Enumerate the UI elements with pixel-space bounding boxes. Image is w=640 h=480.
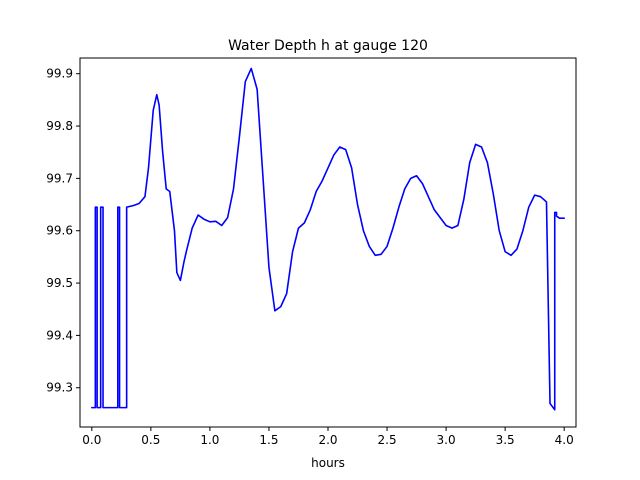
series-layer <box>91 67 565 411</box>
y-tick-label: 99.5 <box>46 276 73 290</box>
y-tick-label: 99.4 <box>46 328 73 342</box>
x-axis-label: hours <box>311 456 345 470</box>
x-tick-label: 1.0 <box>200 433 219 447</box>
chart-title: Water Depth h at gauge 120 <box>228 38 428 54</box>
x-tick-label: 3.5 <box>496 433 515 447</box>
y-tick-label: 99.7 <box>46 171 73 185</box>
x-tick-label: 0.5 <box>141 433 160 447</box>
x-tick-label: 3.0 <box>437 433 456 447</box>
x-tick-label: 0.0 <box>82 433 101 447</box>
y-axis: 99.3 99.4 99.5 99.6 99.7 99.8 99.9 <box>46 67 80 395</box>
x-tick-label: 2.0 <box>318 433 337 447</box>
y-tick-label: 99.3 <box>46 381 73 395</box>
x-tick-label: 2.5 <box>378 433 397 447</box>
axes-frame <box>79 57 577 428</box>
y-tick-label: 99.6 <box>46 224 73 238</box>
x-tick-label: 1.5 <box>259 433 278 447</box>
x-tick-label: 4.0 <box>555 433 574 447</box>
y-tick-label: 99.8 <box>46 119 73 133</box>
series-line <box>91 67 565 411</box>
x-axis: 0.0 0.5 1.0 1.5 2.0 2.5 3.0 3.5 4.0 <box>82 427 574 447</box>
y-tick-label: 99.9 <box>46 67 73 81</box>
plot-area <box>79 57 577 428</box>
